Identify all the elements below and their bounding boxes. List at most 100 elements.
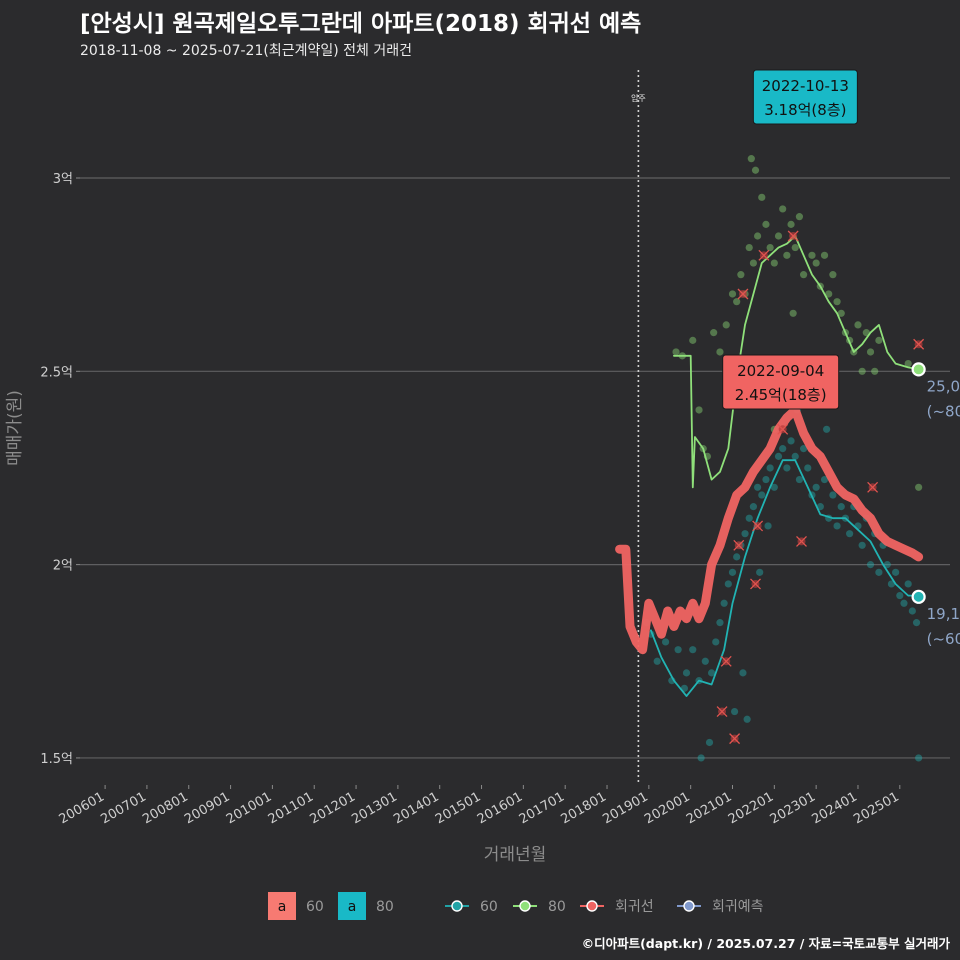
end-point-labels: 19,167 (~60㎡) 25,050 (~80㎡) xyxy=(911,362,960,648)
legend-glyph: a xyxy=(278,899,287,915)
data-point-60 xyxy=(766,464,774,472)
regression-cross xyxy=(867,481,879,493)
trend-line-60 xyxy=(650,459,920,697)
data-point-80 xyxy=(689,336,697,344)
annotations: 2022-10-13 3.18억(8층) 2022-09-04 2.45억(18층) xyxy=(722,69,858,410)
scatter-points xyxy=(643,104,923,762)
data-point-60 xyxy=(728,568,737,576)
data-point-60 xyxy=(743,715,751,723)
x-tick-label: 201901 xyxy=(600,789,650,827)
data-point-80 xyxy=(787,220,795,228)
data-point-60 xyxy=(800,445,808,453)
legend-point-회귀예측 xyxy=(683,900,695,912)
data-point-60 xyxy=(720,599,728,607)
data-point-80 xyxy=(915,483,923,491)
data-point-80 xyxy=(833,298,841,306)
data-point-60 xyxy=(661,638,670,646)
data-point-80 xyxy=(904,359,912,368)
legend-label-회귀예측: 회귀예측 xyxy=(712,899,764,915)
legend-label-60: 60 xyxy=(306,899,324,915)
data-point-60 xyxy=(912,619,921,627)
x-tick-label: 201201 xyxy=(308,789,358,827)
data-point-60 xyxy=(774,452,783,460)
data-point-80 xyxy=(774,232,783,240)
data-point-60 xyxy=(716,619,724,627)
annotation-box: 2022-09-04 2.45억(18층) xyxy=(722,354,840,410)
regression-cross xyxy=(737,288,749,300)
regression-cross xyxy=(720,655,732,667)
x-tick-label: 202501 xyxy=(851,789,901,827)
trend-line-80 xyxy=(673,235,920,489)
chart-title: [안성시] 원곡제일오투그란데 아파트(2018) 회귀선 예측 xyxy=(80,11,642,37)
data-point-80 xyxy=(745,243,753,252)
data-point-60 xyxy=(866,561,875,569)
regression-cross xyxy=(750,578,761,590)
data-point-60 xyxy=(900,599,908,607)
data-point-60 xyxy=(764,522,772,530)
x-tick-label: 202001 xyxy=(642,789,692,827)
x-axis-ticks: 2006012007012008012009012010012011012012… xyxy=(57,785,902,827)
data-point-80 xyxy=(791,243,799,252)
data-point-60 xyxy=(697,754,705,762)
data-point-60 xyxy=(887,580,896,588)
data-point-80 xyxy=(858,367,866,375)
data-point-80 xyxy=(812,259,820,267)
data-point-80 xyxy=(733,298,741,306)
credit-text: ©디아파트(dapt.kr) / 2025.07.27 / 자료=국토교통부 실… xyxy=(581,936,950,951)
legend: a 60 a 80 60 80 회귀선 회귀예측 xyxy=(268,892,764,920)
annotation-box: 2022-10-13 3.18억(8층) xyxy=(752,69,858,125)
move-in-marker: 입주 xyxy=(631,70,646,785)
annotation-background xyxy=(752,69,858,125)
data-point-80 xyxy=(753,232,762,240)
x-tick-label: 201101 xyxy=(266,789,316,827)
end-value-label: 19,167 xyxy=(927,605,960,623)
move-in-label: 입주 xyxy=(631,94,646,103)
data-point-80 xyxy=(695,406,703,414)
data-point-60 xyxy=(883,561,891,569)
data-point-60 xyxy=(875,568,883,576)
data-point-60 xyxy=(787,437,795,445)
data-point-60 xyxy=(705,738,714,747)
end-area-label: (~80㎡) xyxy=(927,402,960,420)
regression-cross xyxy=(758,249,770,261)
regression-cross xyxy=(752,520,764,532)
regression-cross xyxy=(716,706,728,717)
annotation-background xyxy=(722,354,840,410)
trend-lines xyxy=(615,235,924,697)
grid-lines xyxy=(80,177,950,759)
data-point-60 xyxy=(896,591,904,600)
data-point-80 xyxy=(728,290,737,298)
regression-cross xyxy=(796,535,807,547)
data-point-60 xyxy=(783,464,791,472)
data-point-60 xyxy=(753,483,762,491)
x-tick-label: 200701 xyxy=(98,789,148,827)
x-tick-label: 201801 xyxy=(559,789,609,827)
data-point-60 xyxy=(858,541,866,549)
x-tick-label: 201001 xyxy=(224,789,274,827)
data-point-80 xyxy=(820,251,829,259)
y-tick-label: 1.5억 xyxy=(40,752,73,767)
data-point-60 xyxy=(837,503,845,511)
trend-line-회귀선 xyxy=(615,405,924,655)
y-axis-ticks: 1.5억 2억 2.5억 3억 xyxy=(40,172,80,767)
data-point-80 xyxy=(854,321,862,329)
data-point-80 xyxy=(837,309,845,317)
data-point-80 xyxy=(866,348,875,356)
x-tick-label: 201501 xyxy=(433,789,483,827)
data-point-80 xyxy=(770,259,778,267)
data-point-60 xyxy=(707,669,716,677)
data-point-80 xyxy=(747,155,755,163)
data-point-80 xyxy=(795,213,804,221)
data-point-60 xyxy=(745,514,753,522)
data-point-60 xyxy=(846,530,854,538)
data-point-80 xyxy=(751,166,760,174)
data-point-80 xyxy=(766,243,774,252)
data-point-60 xyxy=(712,638,720,646)
x-tick-label: 202101 xyxy=(684,789,734,827)
x-tick-label: 200901 xyxy=(182,789,232,827)
x-axis-title: 거래년월 xyxy=(484,845,547,865)
data-point-60 xyxy=(820,475,829,484)
y-tick-label: 2억 xyxy=(53,559,73,574)
data-point-60 xyxy=(758,491,766,499)
